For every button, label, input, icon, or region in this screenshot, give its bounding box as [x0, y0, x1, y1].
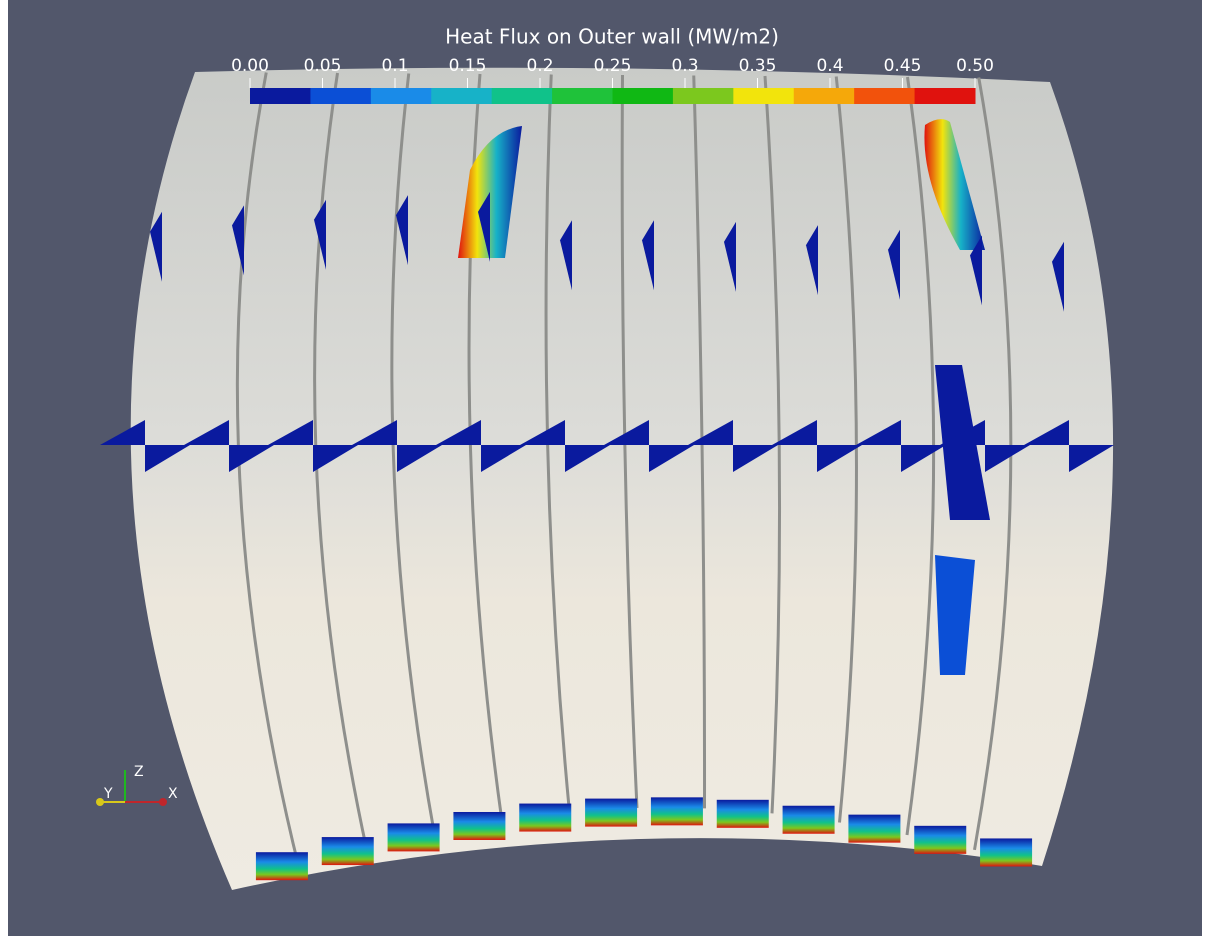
- hot-patch: [453, 811, 506, 840]
- legend-swatch: [491, 88, 553, 104]
- cold-patch: [352, 420, 397, 445]
- cold-patch: [396, 195, 408, 266]
- legend-title: Heat Flux on Outer wall (MW/m2): [445, 25, 779, 49]
- legend-tick-label: 0.4: [816, 56, 843, 76]
- legend-swatch: [793, 88, 855, 104]
- cold-patch: [313, 445, 358, 472]
- cold-patch: [772, 420, 817, 445]
- legend-swatch: [854, 88, 916, 104]
- seam: [905, 76, 936, 836]
- hot-patch: [848, 814, 901, 843]
- cold-patch: [145, 445, 190, 472]
- x-axis-head: [159, 798, 167, 806]
- hot-patch: [585, 798, 638, 827]
- legend-tick-label: 0.3: [671, 56, 698, 76]
- legend-tick-label: 0.50: [956, 56, 994, 76]
- hot-patch: [924, 119, 985, 250]
- hot-patch: [914, 825, 967, 854]
- cold-patch: [1069, 445, 1114, 472]
- wall-surface: [130, 67, 1114, 890]
- cold-patch: [985, 445, 1030, 472]
- cold-patch: [397, 445, 442, 472]
- legend-tick-label: 0.25: [594, 56, 632, 76]
- legend-swatch: [310, 88, 372, 104]
- cold-patch: [314, 199, 326, 270]
- x-label: X: [168, 786, 178, 802]
- hot-patch: [980, 838, 1033, 867]
- cold-patch: [688, 420, 733, 445]
- color-legend: Heat Flux on Outer wall (MW/m2) 0.00 0.05…: [231, 25, 994, 104]
- hot-patch: [387, 823, 440, 852]
- legend-swatch: [672, 88, 734, 104]
- legend-tick-label: 0.2: [526, 56, 553, 76]
- cold-patch: [642, 220, 654, 291]
- cold-patch: [268, 420, 313, 445]
- legend-tick-label: 0.35: [739, 56, 777, 76]
- hot-patch: [716, 799, 769, 828]
- hot-patch: [321, 837, 374, 866]
- legend-swatch: [431, 88, 493, 104]
- seam: [834, 76, 858, 823]
- hot-patch: [650, 797, 703, 826]
- y-label: Y: [103, 786, 113, 802]
- cold-patch: [1052, 241, 1064, 312]
- cold-patch: [724, 221, 736, 292]
- hot-patch: [255, 852, 308, 881]
- cold-patch: [229, 445, 274, 472]
- seam: [692, 75, 707, 809]
- cold-patch: [940, 420, 985, 445]
- legend-tick-label: 0.1: [381, 56, 408, 76]
- cold-patch: [604, 420, 649, 445]
- cold-patch: [232, 205, 244, 276]
- cold-patch: [184, 420, 229, 445]
- cold-patch: [901, 445, 946, 472]
- legend-tick-label: 0.45: [884, 56, 922, 76]
- cold-patch: [888, 229, 900, 300]
- cold-patch: [856, 420, 901, 445]
- hot-patch: [519, 803, 572, 832]
- cold-patch: [150, 211, 162, 282]
- y-axis-head: [96, 798, 104, 806]
- cold-patch: [520, 420, 565, 445]
- cold-patch: [970, 235, 982, 306]
- legend-swatch: [914, 88, 976, 104]
- cold-patch: [478, 191, 490, 262]
- legend-tick-label: 0.00: [231, 56, 269, 76]
- hot-patch: [782, 805, 835, 834]
- seam: [973, 77, 1013, 851]
- legend-swatch: [612, 88, 674, 104]
- seam: [620, 74, 639, 809]
- seam: [390, 73, 436, 835]
- legend-swatch: [370, 88, 432, 104]
- legend-swatch: [250, 88, 311, 104]
- cold-patch: [733, 445, 778, 472]
- legend-tick-label: 0.15: [449, 56, 487, 76]
- cold-patch: [560, 220, 572, 291]
- flux-patches: [100, 119, 1114, 881]
- cold-patch: [806, 225, 818, 296]
- cold-patch: [935, 555, 975, 675]
- legend-swatch: [733, 88, 795, 104]
- cold-patch: [100, 420, 145, 445]
- cold-patch: [565, 445, 610, 472]
- cold-patch: [436, 420, 481, 445]
- cold-patch: [1024, 420, 1069, 445]
- legend-swatch: [552, 88, 613, 104]
- cold-patch: [817, 445, 862, 472]
- cold-patch: [481, 445, 526, 472]
- z-label: Z: [134, 764, 144, 780]
- cold-patch: [649, 445, 694, 472]
- orientation-axes: Z Y X: [96, 764, 178, 806]
- seam: [544, 74, 571, 813]
- seam: [763, 75, 782, 814]
- legend-tick-label: 0.05: [304, 56, 342, 76]
